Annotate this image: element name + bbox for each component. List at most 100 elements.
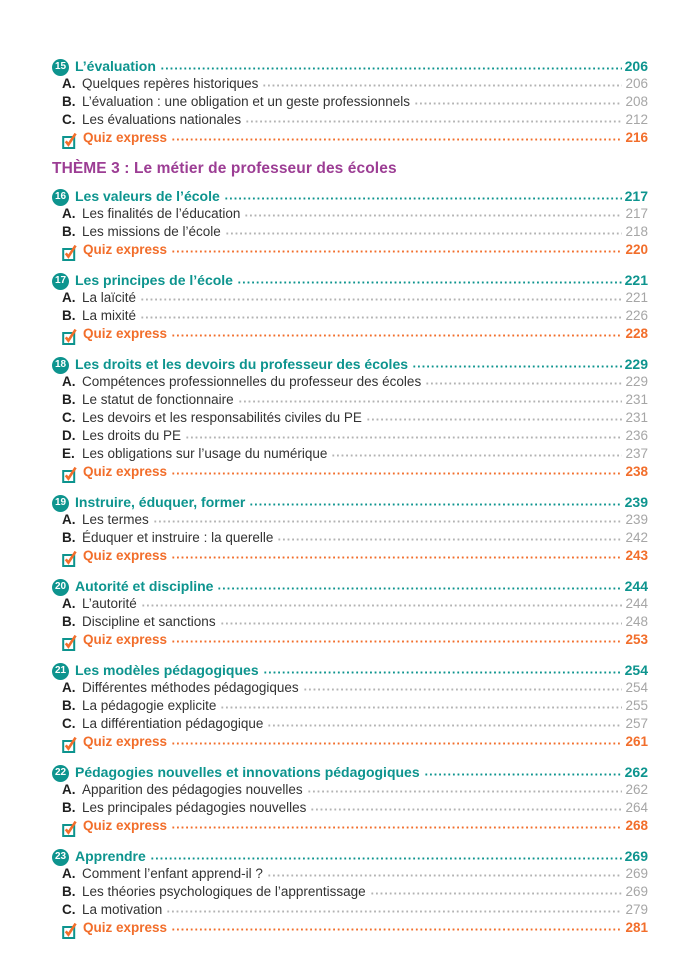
sub-item-page-number: 264 [625, 800, 648, 815]
dotted-leader [171, 631, 623, 644]
chapter-number-badge: 22 [52, 764, 69, 782]
sub-item-page-number: 269 [625, 884, 648, 899]
quiz-express-label: Quiz express [83, 464, 168, 479]
chapter-page-number: 254 [624, 662, 648, 678]
quiz-express-label: Quiz express [83, 920, 168, 935]
sub-item-letter: B. [62, 800, 76, 815]
toc-sub-item: A. Quelques repères historiques 206 [52, 75, 648, 93]
toc-sub-item: A. Comment l’enfant apprend-il ? 269 [52, 865, 648, 883]
toc-chapter: 19 Instruire, éduquer, former 239 A. Les… [52, 493, 648, 567]
checked-checkbox-icon [62, 466, 77, 483]
sub-item-title: Compétences professionnelles du professe… [82, 374, 422, 389]
sub-item-page-number: 212 [625, 112, 648, 127]
quiz-page-number: 281 [625, 920, 648, 935]
sub-item-title: La laïcité [82, 290, 137, 305]
dotted-leader [140, 289, 623, 302]
dotted-leader [331, 445, 623, 458]
chapter-page-number: 239 [624, 494, 648, 510]
chapter-number: 22 [54, 767, 67, 778]
sub-item-title: Discipline et sanctions [82, 614, 216, 629]
sub-item-title: Apparition des pédagogies nouvelles [82, 782, 303, 797]
chapter-page-number: 262 [624, 764, 648, 780]
toc-sub-item: A. L’autorité 244 [52, 595, 648, 613]
toc-sub-item: D. Les droits du PE 236 [52, 427, 648, 445]
toc-sub-item: B. Le statut de fonctionnaire 231 [52, 391, 648, 409]
sub-item-page-number: 254 [625, 680, 648, 695]
sub-item-letter: A. [62, 206, 76, 221]
sub-item-title: Les droits du PE [82, 428, 182, 443]
chapter-number-badge: 23 [52, 848, 69, 866]
sub-item-letter: B. [62, 530, 76, 545]
quiz-express-label: Quiz express [83, 632, 168, 647]
sub-item-title: Comment l’enfant apprend-il ? [82, 866, 263, 881]
dotted-leader [244, 205, 623, 218]
chapter-number: 21 [54, 665, 67, 676]
toc-sub-item: C. La différentiation pédagogique 257 [52, 715, 648, 733]
dotted-leader [262, 662, 622, 675]
sub-item-title: La mixité [82, 308, 137, 323]
chapter-title: Les valeurs de l’école [75, 188, 220, 204]
checked-checkbox-icon [62, 736, 77, 753]
dotted-leader [219, 613, 623, 626]
sub-item-title: Éduquer et instruire : la querelle [82, 530, 274, 545]
sub-item-page-number: 255 [625, 698, 648, 713]
chapter-sub-items: A. Les finalités de l’éducation 217 B. L… [52, 205, 648, 241]
sub-item-page-number: 236 [625, 428, 648, 443]
chapter-page-number: 221 [624, 272, 648, 288]
chapter-page-number: 244 [624, 578, 648, 594]
chapter-sub-items: A. Différentes méthodes pédagogiques 254… [52, 679, 648, 733]
chapter-title-row: 15 L’évaluation 206 [52, 57, 648, 76]
quiz-express-label: Quiz express [83, 326, 168, 341]
sub-item-page-number: 208 [625, 94, 648, 109]
checked-checkbox-icon [62, 820, 77, 837]
dotted-leader [262, 75, 623, 88]
dotted-leader [171, 817, 623, 830]
toc-chapter: 15 L’évaluation 206 A. Quelques repères … [52, 57, 648, 149]
toc-sub-item: A. Apparition des pédagogies nouvelles 2… [52, 781, 648, 799]
sub-item-title: Le statut de fonctionnaire [82, 392, 234, 407]
sub-item-page-number: 218 [625, 224, 648, 239]
chapter-sub-items: A. La laïcité 221 B. La mixité 226 [52, 289, 648, 325]
dotted-leader [171, 463, 623, 476]
chapter-page-number: 229 [624, 356, 648, 372]
chapter-title-row: 17 Les principes de l’école 221 [52, 271, 648, 290]
toc-chapter: 21 Les modèles pédagogiques 254 A. Diffé… [52, 661, 648, 753]
chapter-number: 16 [54, 191, 67, 202]
sub-item-title: Différentes méthodes pédagogiques [82, 680, 299, 695]
sub-item-letter: C. [62, 410, 76, 425]
chapter-title-row: 23 Apprendre 269 [52, 847, 648, 866]
dotted-leader [140, 307, 623, 320]
theme-heading: THÈME 3 : Le métier de professeur des éc… [52, 160, 397, 177]
toc-sub-item: A. Les finalités de l’éducation 217 [52, 205, 648, 223]
toc-chapter: 17 Les principes de l’école 221 A. La la… [52, 271, 648, 345]
chapter-page-number: 206 [624, 58, 648, 74]
dotted-leader [140, 595, 623, 608]
sub-item-page-number: 269 [625, 866, 648, 881]
chapter-number: 19 [54, 497, 67, 508]
sub-item-letter: E. [62, 446, 75, 461]
chapter-number: 18 [54, 359, 67, 370]
dotted-leader [310, 799, 623, 812]
chapter-number-badge: 18 [52, 356, 69, 374]
toc-sub-item: A. Différentes méthodes pédagogiques 254 [52, 679, 648, 697]
sub-item-title: La motivation [82, 902, 163, 917]
sub-item-page-number: 242 [625, 530, 648, 545]
chapter-sub-items: A. Comment l’enfant apprend-il ? 269 B. … [52, 865, 648, 919]
sub-item-title: Quelques repères historiques [82, 76, 259, 91]
sub-item-page-number: 221 [625, 290, 648, 305]
quiz-page-number: 253 [625, 632, 648, 647]
toc-chapter: 22 Pédagogies nouvelles et innovations p… [52, 763, 648, 837]
sub-item-page-number: 244 [625, 596, 648, 611]
quiz-express-label: Quiz express [83, 548, 168, 563]
dotted-leader [277, 529, 623, 542]
chapter-title: Autorité et discipline [75, 578, 214, 594]
checked-checkbox-icon [62, 132, 77, 149]
sub-item-title: Les devoirs et les responsabilités civil… [82, 410, 362, 425]
sub-item-letter: B. [62, 94, 76, 109]
chapter-sub-items: A. Apparition des pédagogies nouvelles 2… [52, 781, 648, 817]
quiz-express-row: Quiz express 243 [52, 547, 648, 567]
sub-item-page-number: 206 [625, 76, 648, 91]
toc-chapter: 20 Autorité et discipline 244 A. L’autor… [52, 577, 648, 651]
sub-item-letter: A. [62, 866, 76, 881]
dotted-leader [171, 547, 623, 560]
